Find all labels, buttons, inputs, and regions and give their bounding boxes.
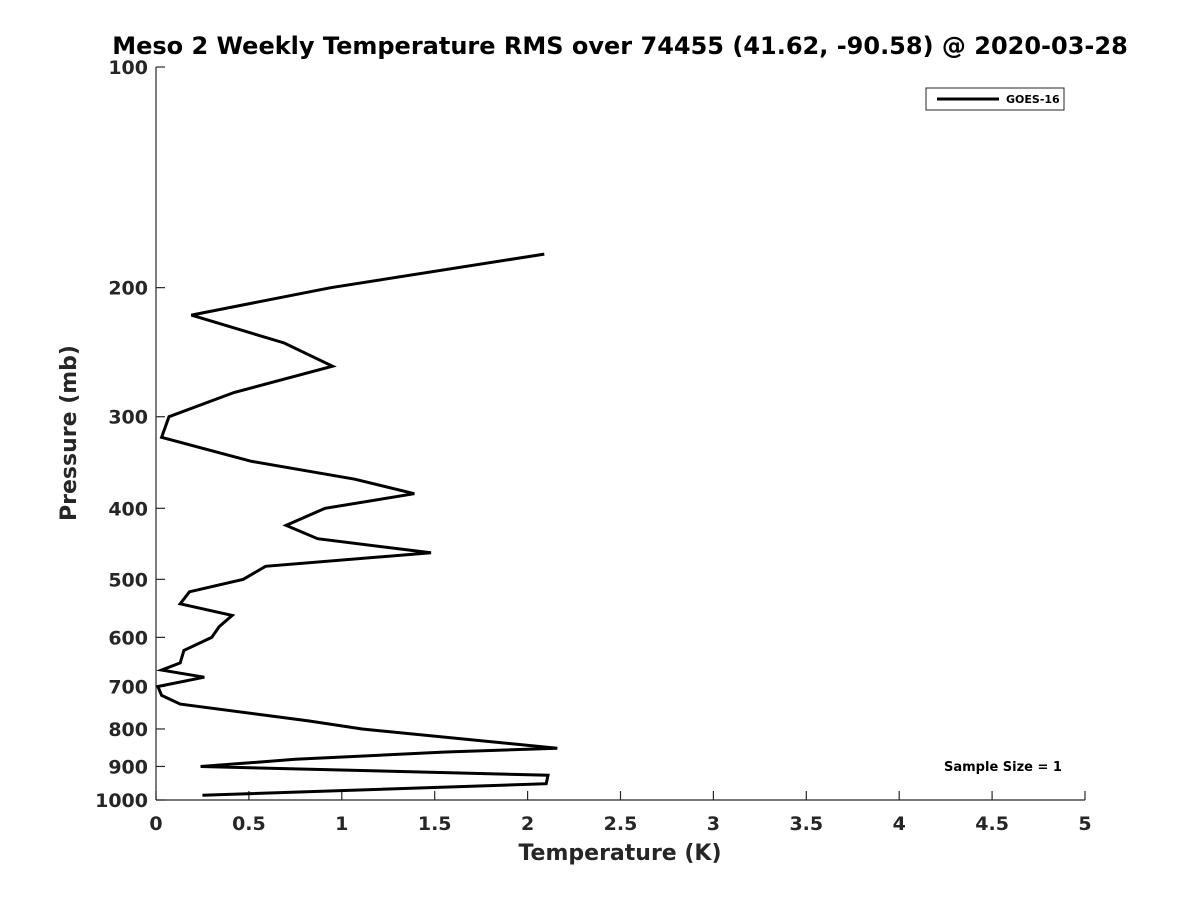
plot-area: [155, 67, 1085, 801]
x-tick-label: 4.5: [975, 813, 1009, 835]
x-tick-label: 4: [893, 813, 906, 835]
y-tick-label: 700: [108, 676, 148, 698]
series-layer: [155, 252, 558, 797]
x-tick-label: 5: [1078, 813, 1091, 835]
x-tick-label: 3: [707, 813, 720, 835]
y-tick-label: 800: [108, 719, 148, 741]
x-tick-label: 2: [521, 813, 534, 835]
x-tick-label: 3.5: [789, 813, 823, 835]
y-tick-label: 900: [108, 756, 148, 778]
x-tick-label: 1.5: [418, 813, 452, 835]
legend-entry-goes-16: GOES-16: [1006, 93, 1060, 106]
x-axis-label: Temperature (K): [518, 841, 721, 866]
y-tick-label: 300: [108, 407, 148, 429]
y-axis-ticks: 100 200 300 400 500 600 700 800 900 1000: [95, 57, 165, 812]
x-tick-label: 0: [149, 813, 162, 835]
y-tick-label: 200: [108, 278, 148, 300]
x-tick-label: 2.5: [604, 813, 638, 835]
sample-size-annotation: Sample Size = 1: [944, 760, 1062, 775]
x-tick-label: 0.5: [232, 813, 266, 835]
y-tick-label: 400: [108, 498, 148, 520]
series-line-goes-16: [155, 252, 558, 797]
chart-title: Meso 2 Weekly Temperature RMS over 74455…: [112, 32, 1128, 60]
legend: GOES-16: [925, 87, 1065, 111]
x-tick-label: 1: [335, 813, 348, 835]
y-tick-label: 1000: [95, 790, 148, 812]
y-axis-label: Pressure (mb): [57, 345, 82, 521]
y-tick-label: 600: [108, 627, 148, 649]
y-tick-label: 500: [108, 569, 148, 591]
y-tick-label: 100: [108, 57, 148, 79]
x-axis-ticks: 0 0.5 1 1.5 2 2.5 3 3.5 4 4.5 5: [149, 791, 1092, 835]
